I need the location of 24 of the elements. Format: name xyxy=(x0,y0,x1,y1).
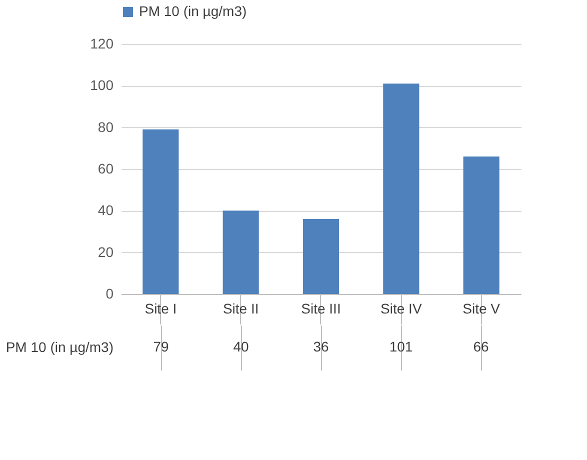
x-tick-label: Site IV xyxy=(380,300,422,316)
data-label: 36 xyxy=(313,338,329,354)
legend-label: PM 10 (in µg/m3) xyxy=(139,3,247,19)
y-tick-label: 20 xyxy=(98,244,114,260)
data-label: 101 xyxy=(389,338,413,354)
bar xyxy=(302,219,340,294)
y-tick-label: 60 xyxy=(98,160,114,176)
data-label: 40 xyxy=(233,338,249,354)
y-tick-label: 100 xyxy=(90,77,114,94)
bar xyxy=(222,210,259,294)
y-tick-label: 0 xyxy=(106,286,114,302)
y-tick-label: 120 xyxy=(90,36,114,52)
x-tick-label: Site III xyxy=(301,300,341,316)
x-tick-label: Site V xyxy=(462,300,501,316)
y-tick-label: 40 xyxy=(98,202,114,218)
x-tick-label: Site II xyxy=(222,300,259,316)
y-tick-label: 80 xyxy=(98,118,114,135)
data-label: 66 xyxy=(473,338,489,354)
data-label: 79 xyxy=(153,338,169,354)
bar xyxy=(463,156,500,294)
text: PM 10 (in µg/m3) xyxy=(6,339,114,355)
bar xyxy=(142,129,179,294)
x-tick-label: Site I xyxy=(144,300,177,316)
bar xyxy=(383,84,420,294)
